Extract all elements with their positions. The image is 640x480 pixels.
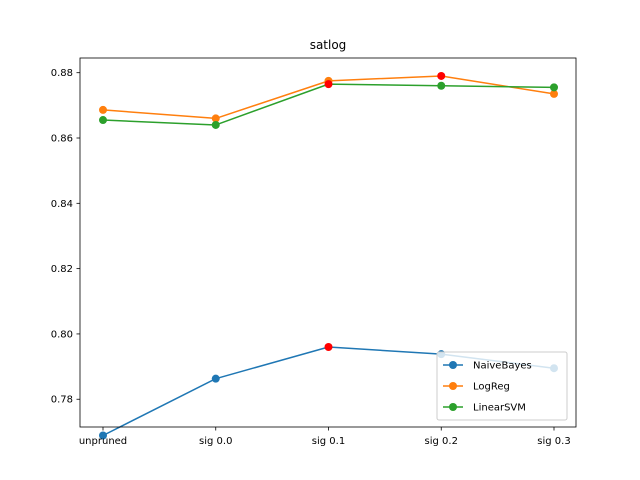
legend-label: LogReg — [473, 382, 510, 393]
best-point-marker — [437, 71, 446, 80]
series-linearsvm — [99, 80, 558, 129]
best-point-marker — [324, 342, 333, 351]
y-tick-label: 0.88 — [51, 68, 73, 79]
axes-frame — [79, 57, 577, 428]
data-point — [99, 105, 107, 114]
data-point — [550, 83, 558, 92]
data-point — [437, 81, 446, 90]
legend-entry: NaiveBayes — [443, 361, 532, 372]
legend-entry: LinearSVM — [443, 403, 526, 414]
data-point — [211, 374, 220, 383]
data-point — [211, 114, 220, 123]
legend-marker — [449, 403, 457, 411]
data-point — [550, 89, 558, 98]
legend: NaiveBayes LogReg LinearSVM — [436, 351, 568, 421]
legend-box — [436, 351, 568, 421]
y-tick-label: 0.84 — [51, 199, 73, 210]
x-tick-label: sig 0.3 — [537, 436, 570, 447]
data-point — [99, 116, 107, 125]
data-point — [99, 431, 107, 440]
legend-marker — [449, 361, 457, 369]
y-tick-label: 0.82 — [51, 264, 73, 275]
legend-entry: LogReg — [443, 382, 510, 393]
y-tick-label: 0.80 — [51, 329, 73, 340]
legend-marker — [449, 382, 457, 390]
x-tick-label: sig 0.2 — [425, 436, 458, 447]
y-tick-label: 0.78 — [51, 395, 73, 406]
chart-title: satlog — [310, 38, 347, 52]
best-point-marker — [324, 80, 333, 89]
x-tick-label: sig 0.0 — [199, 436, 232, 447]
x-tick-label: sig 0.1 — [312, 436, 345, 447]
legend-label: LinearSVM — [473, 403, 526, 414]
y-tick-label: 0.86 — [51, 134, 73, 145]
legend-label: NaiveBayes — [473, 361, 532, 372]
x-tick-label: unpruned — [79, 436, 127, 447]
data-point — [211, 120, 220, 129]
axes-layer: unpruned sig 0.0 sig 0.1 sig 0.2 sig 0.3 0.78… — [51, 57, 577, 447]
